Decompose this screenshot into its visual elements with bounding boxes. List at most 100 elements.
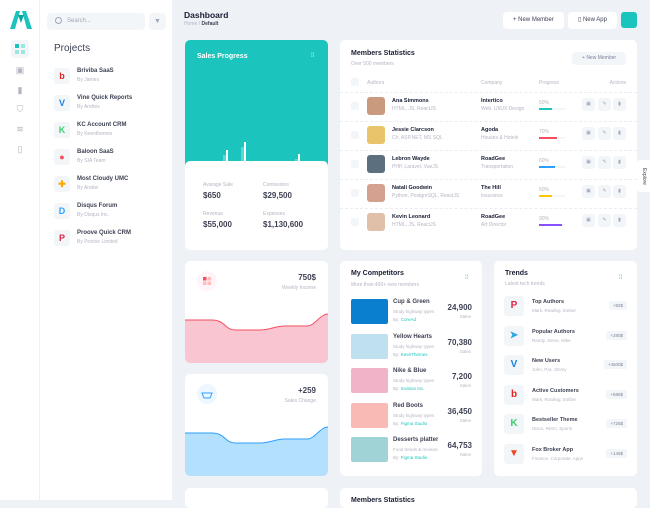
avatar <box>367 97 385 115</box>
project-author: By Andres <box>77 104 100 110</box>
row-checkbox[interactable] <box>351 131 359 139</box>
filter-button[interactable]: ▼ <box>149 13 166 30</box>
stat-label: Expenses <box>263 211 285 217</box>
sales-value: 36,450 <box>447 406 472 416</box>
page-title: Dashboard <box>184 10 229 20</box>
trend-logo-icon: V <box>504 355 524 375</box>
stat-value: $650 <box>203 191 221 200</box>
sales-value: 7,200 <box>451 372 472 381</box>
view-icon[interactable]: ▣ <box>582 185 595 198</box>
layers-icon[interactable]: ≋ <box>16 123 24 134</box>
project-item[interactable]: V Vine Quick Reports By Andres <box>54 95 169 115</box>
project-item[interactable]: P Proove Quick CRM By Proove Limited <box>54 230 169 250</box>
edit-icon[interactable]: ✎ <box>598 214 611 227</box>
competitor-author-link[interactable]: Figma Studio <box>400 420 428 426</box>
delete-icon[interactable]: ▮ <box>613 185 626 198</box>
new-member-button[interactable]: + New Member <box>572 52 627 65</box>
member-name[interactable]: Kevin Leonard <box>392 214 431 220</box>
member-name[interactable]: Ana Simmons <box>392 98 429 104</box>
progress-text: 50% <box>539 187 550 193</box>
row-checkbox[interactable] <box>351 189 359 197</box>
stat-label: Revenue <box>203 211 224 217</box>
chat-button[interactable] <box>621 12 637 28</box>
member-skills: Python, PostgreSQL, ReactJS <box>392 193 460 199</box>
new-app-button[interactable]: ▯ New App <box>568 12 617 29</box>
app-logo[interactable] <box>10 11 32 29</box>
project-item[interactable]: b Briviba SaaS By James <box>54 68 169 88</box>
competitor-desc: Food trends & reviews <box>393 447 438 452</box>
grid-icon <box>197 271 217 291</box>
row-checkbox[interactable] <box>351 218 359 226</box>
member-name[interactable]: Natali Goodwin <box>392 185 433 191</box>
sales-change-chart <box>185 426 328 476</box>
shield-icon[interactable]: ⛉ <box>16 103 24 114</box>
project-name: KC Account CRM <box>77 122 127 128</box>
select-all-checkbox[interactable] <box>351 78 359 86</box>
column-header: Authors <box>367 80 385 86</box>
sales-change-card: +259 Sales Change <box>185 374 328 476</box>
company-sector: Houses & Hotels <box>481 135 519 141</box>
trend-badge: +145$ <box>606 448 627 458</box>
chart-icon[interactable]: ▮ <box>17 84 23 95</box>
competitor-image <box>351 402 388 428</box>
file-icon[interactable]: ▯ <box>17 143 23 154</box>
project-author: By Proove Limited <box>77 239 118 245</box>
competitors-card: My Competitors More than 400+ new member… <box>340 261 482 476</box>
view-icon[interactable]: ▣ <box>582 214 595 227</box>
menu-dots-icon[interactable]: ⁞⁞ <box>311 53 315 59</box>
view-icon[interactable]: ▣ <box>582 156 595 169</box>
sales-unit: Sales <box>459 452 471 457</box>
project-author: By Keenthemes <box>77 131 113 137</box>
edit-icon[interactable]: ✎ <box>598 98 611 111</box>
competitor-author-link[interactable]: Figma Studio <box>400 455 428 460</box>
trend-people: Randy, Steve, Mike <box>532 337 571 343</box>
project-item[interactable]: D Disqus Forum By Disqus Inc. <box>54 203 169 223</box>
view-icon[interactable]: ▣ <box>582 127 595 140</box>
edit-icon[interactable]: ✎ <box>598 156 611 169</box>
search-input[interactable]: Search... <box>47 13 145 30</box>
project-name: Disqus Forum <box>77 203 118 209</box>
member-name[interactable]: Jessie Clarcson <box>392 127 434 133</box>
competitor-by: By: CoreAd <box>393 317 417 322</box>
view-icon[interactable]: ▣ <box>582 98 595 111</box>
briefcase-icon[interactable]: ▣ <box>15 64 25 75</box>
explore-tab[interactable]: Explore <box>637 160 650 192</box>
trend-people: Mark, Rowling, Esther <box>532 308 577 313</box>
menu-dots-icon[interactable]: ⁞⁞ <box>619 275 623 281</box>
delete-icon[interactable]: ▮ <box>613 156 626 169</box>
todo-card <box>185 488 328 508</box>
dashboard-icon[interactable] <box>11 40 29 58</box>
project-item[interactable]: ● Baloon SaaS By SIA Team <box>54 149 169 169</box>
delete-icon[interactable]: ▮ <box>613 127 626 140</box>
stat-value: $29,500 <box>263 191 292 200</box>
project-item[interactable]: ✚ Most Cloudy UMC By Andrei <box>54 176 169 196</box>
trend-name: Top Authors <box>532 299 565 305</box>
edit-icon[interactable]: ✎ <box>598 127 611 140</box>
edit-icon[interactable]: ✎ <box>598 185 611 198</box>
table-row: Ana Simmons HTML, JS, ReactJS Intertico Web… <box>340 92 637 121</box>
member-skills: PHP, Laravel, VueJS <box>392 164 439 170</box>
competitor-author-link[interactable]: CoreAd <box>400 317 417 322</box>
delete-icon[interactable]: ▮ <box>613 214 626 227</box>
competitor-author-link[interactable]: KeenThemes <box>400 351 428 357</box>
row-checkbox[interactable] <box>351 160 359 168</box>
trend-badge: +726$ <box>606 419 627 428</box>
weekly-income-label: Weekly Income <box>281 285 316 291</box>
sales-unit: Sales <box>459 383 471 388</box>
project-logo-icon: P <box>54 230 70 246</box>
row-checkbox[interactable] <box>351 102 359 110</box>
menu-dots-icon[interactable]: ⁞⁞ <box>465 275 469 281</box>
project-item[interactable]: K KC Account CRM By Keenthemes <box>54 122 169 142</box>
member-skills: HTML, JS, ReactJS <box>392 106 436 112</box>
competitor-author-link[interactable]: Invision Inc. <box>400 386 425 391</box>
new-member-button[interactable]: + New Member <box>503 12 564 29</box>
competitor-name: Red Boots <box>393 402 423 409</box>
project-author: By James <box>77 77 99 83</box>
trend-badge: +82$ <box>608 301 627 310</box>
competitor-image <box>351 368 388 393</box>
breadcrumb-home[interactable]: Home <box>184 21 198 27</box>
trend-badge: +280$ <box>606 330 627 340</box>
delete-icon[interactable]: ▮ <box>613 98 626 111</box>
table-row: Kevin Leonard HTML, JS, ReactJS RoadGee Art… <box>340 208 637 237</box>
member-name[interactable]: Lebron Wayde <box>392 156 430 162</box>
